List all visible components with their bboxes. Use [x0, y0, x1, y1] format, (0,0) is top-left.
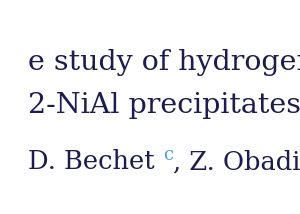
Text: e study of hydrogen: e study of hydrogen — [28, 49, 300, 76]
Text: D. Bechet: D. Bechet — [28, 149, 163, 174]
Text: 2-NiAl precipitates a: 2-NiAl precipitates a — [28, 92, 300, 119]
Text: c: c — [163, 146, 173, 164]
Text: , Z. Obadia: , Z. Obadia — [173, 149, 300, 174]
